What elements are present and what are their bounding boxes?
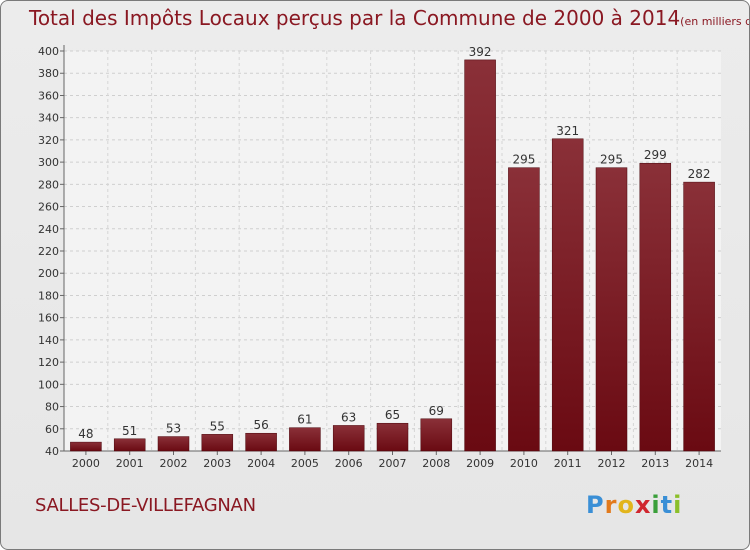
grid-lines	[64, 50, 721, 452]
y-tick-label: 120	[38, 356, 59, 369]
commune-name: SALLES-DE-VILLEFAGNAN	[35, 495, 256, 516]
value-label: 282	[688, 167, 711, 181]
y-tick-label: 400	[38, 45, 59, 58]
x-tick-label: 2010	[510, 457, 538, 470]
proxiti-logo: Proxiti	[586, 491, 682, 519]
logo-letter: t	[660, 491, 674, 519]
y-tick-label: 300	[38, 156, 59, 169]
bar-2005	[289, 427, 321, 452]
bar-2001	[113, 438, 146, 452]
bar-2011	[551, 138, 584, 452]
x-tick-label: 2007	[379, 457, 407, 470]
x-tick-label: 2011	[554, 457, 582, 470]
value-label: 299	[644, 148, 667, 162]
value-label: 48	[78, 427, 93, 441]
y-tick-label: 80	[45, 401, 59, 414]
bar-2014	[683, 181, 715, 452]
value-label: 321	[556, 124, 579, 138]
bar-2010	[508, 167, 540, 452]
x-tick-label: 2013	[641, 457, 669, 470]
x-tick-label: 2000	[72, 457, 100, 470]
x-tick-label: 2008	[422, 457, 450, 470]
x-tick-label: 2012	[598, 457, 626, 470]
y-tick-label: 100	[38, 378, 59, 391]
logo-letter: r	[604, 491, 618, 519]
bar-2008	[420, 418, 453, 452]
bar-2013	[639, 162, 672, 452]
y-tick-label: 180	[38, 289, 59, 302]
chart-title: Total des Impôts Locaux perçus par la Co…	[29, 6, 749, 30]
value-label: 56	[253, 418, 268, 432]
value-label: 55	[210, 419, 225, 433]
logo-letter: x	[634, 491, 652, 519]
logo-letter: o	[617, 491, 635, 519]
y-tick-label: 320	[38, 134, 59, 147]
value-label: 63	[341, 410, 356, 424]
y-tick-label: 360	[38, 89, 59, 102]
value-label: 65	[385, 408, 400, 422]
y-tick-label: 60	[45, 423, 59, 436]
x-tick-label: 2004	[247, 457, 275, 470]
x-tick-label: 2003	[203, 457, 231, 470]
logo-letter: P	[586, 491, 605, 519]
bar-2003	[201, 434, 234, 452]
bar-2000	[70, 441, 102, 452]
bar-2002	[157, 436, 190, 452]
value-label: 53	[166, 422, 181, 436]
y-tick-label: 240	[38, 223, 59, 236]
value-label: 69	[429, 404, 444, 418]
labels: 40 60 80 100 120 140 160 180 200 220 240 260 280 300 3…	[38, 45, 713, 470]
y-tick-label: 340	[38, 112, 59, 125]
y-tick-label: 220	[38, 245, 59, 258]
x-tick-label: 2006	[335, 457, 363, 470]
x-tick-label: 2001	[116, 457, 144, 470]
x-tick-label: 2014	[685, 457, 713, 470]
x-tick-label: 2005	[291, 457, 319, 470]
bar-2009	[464, 59, 496, 452]
bar-2006	[332, 425, 365, 452]
y-tick-label: 160	[38, 312, 59, 325]
value-label: 392	[469, 45, 492, 59]
bar-2012	[595, 167, 628, 452]
logo-letter: i	[651, 491, 661, 519]
x-tick-label: 2009	[466, 457, 494, 470]
chart-title-main: Total des Impôts Locaux perçus par la Co…	[29, 6, 681, 30]
bar-2004	[245, 432, 277, 452]
value-label: 61	[297, 413, 312, 427]
y-tick-label: 380	[38, 67, 59, 80]
y-tick-label: 200	[38, 267, 59, 280]
bars	[70, 59, 715, 452]
chart-title-unit: (en milliers d'€)	[680, 15, 749, 28]
bar-2007	[376, 422, 409, 452]
y-tick-label: 40	[45, 445, 59, 458]
value-label: 295	[600, 153, 623, 167]
x-tick-label: 2002	[160, 457, 188, 470]
value-label: 295	[512, 153, 535, 167]
y-tick-label: 140	[38, 334, 59, 347]
logo-letter: i	[673, 491, 683, 519]
y-tick-label: 260	[38, 201, 59, 214]
value-label: 51	[122, 424, 137, 438]
y-tick-label: 280	[38, 178, 59, 191]
